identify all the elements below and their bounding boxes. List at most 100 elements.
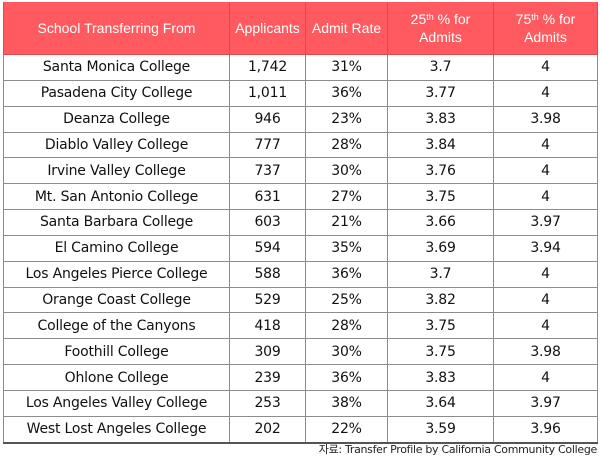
cell-75th-percentile: 4 [493, 312, 598, 340]
cell-school: College of the Canyons [3, 312, 230, 340]
table-row: College of the Canyons 418 28% 3.75 4 [3, 312, 598, 340]
table-row: El Camino College 594 35% 3.69 3.94 [3, 234, 598, 262]
table-row: Irvine Valley College 737 30% 3.76 4 [3, 157, 598, 185]
cell-25th-percentile: 3.66 [387, 209, 494, 236]
table-row: Orange Coast College 529 25% 3.82 4 [3, 286, 598, 314]
cell-75th-percentile: 3.97 [493, 209, 598, 236]
cell-75th-percentile: 4 [493, 54, 598, 81]
cell-applicants: 1,011 [229, 79, 306, 107]
header-25th-percentile: 25th % for Admits [387, 2, 494, 55]
table-body: Santa Monica College 1,742 31% 3.7 4 Pasadena… [3, 54, 598, 444]
cell-applicants: 239 [229, 364, 306, 391]
table-row: Pasadena City College 1,011 36% 3.77 4 [3, 79, 598, 107]
header-applicants: Applicants [229, 2, 306, 55]
cell-school: Santa Barbara College [3, 209, 230, 236]
cell-school: Santa Monica College [3, 54, 230, 81]
cell-admit-rate: 28% [305, 312, 388, 340]
cell-applicants: 588 [229, 260, 306, 288]
cell-admit-rate: 31% [305, 54, 388, 81]
cell-admit-rate: 36% [305, 364, 388, 391]
header-25th-sup: th [426, 12, 434, 22]
table-row: Deanza College 946 23% 3.83 3.98 [3, 105, 598, 133]
cell-school: West Lost Angeles College [3, 415, 230, 444]
cell-75th-percentile: 4 [493, 286, 598, 314]
cell-applicants: 777 [229, 131, 306, 159]
cell-75th-percentile: 4 [493, 364, 598, 391]
header-75th-line1: 75th % for [496, 10, 595, 28]
cell-applicants: 594 [229, 234, 306, 262]
transfer-admissions-table: School Transferring From Applicants Admi… [3, 2, 598, 444]
cell-applicants: 737 [229, 157, 306, 185]
cell-75th-percentile: 4 [493, 260, 598, 288]
header-25th-line1: 25th % for [390, 10, 491, 28]
cell-25th-percentile: 3.83 [387, 364, 494, 391]
header-school: School Transferring From [3, 2, 230, 55]
table-row: Santa Barbara College 603 21% 3.66 3.97 [3, 209, 598, 236]
cell-admit-rate: 36% [305, 260, 388, 288]
cell-school: El Camino College [3, 234, 230, 262]
table-row: Mt. San Antonio College 631 27% 3.75 4 [3, 183, 598, 211]
cell-25th-percentile: 3.84 [387, 131, 494, 159]
cell-school: Deanza College [3, 105, 230, 133]
cell-75th-percentile: 4 [493, 131, 598, 159]
cell-school: Irvine Valley College [3, 157, 230, 185]
cell-applicants: 946 [229, 105, 306, 133]
header-75th-line2: Admits [524, 29, 567, 45]
header-admit-rate: Admit Rate [305, 2, 388, 55]
cell-admit-rate: 23% [305, 105, 388, 133]
table-row: Ohlone College 239 36% 3.83 4 [3, 364, 598, 391]
cell-applicants: 1,742 [229, 54, 306, 81]
cell-applicants: 529 [229, 286, 306, 314]
cell-school: Ohlone College [3, 364, 230, 391]
cell-admit-rate: 28% [305, 131, 388, 159]
cell-admit-rate: 38% [305, 389, 388, 417]
cell-75th-percentile: 3.94 [493, 234, 598, 262]
cell-25th-percentile: 3.75 [387, 338, 494, 366]
header-75th-num: 75 [515, 11, 532, 27]
cell-admit-rate: 25% [305, 286, 388, 314]
cell-25th-percentile: 3.64 [387, 389, 494, 417]
cell-25th-percentile: 3.82 [387, 286, 494, 314]
cell-admit-rate: 30% [305, 157, 388, 185]
cell-25th-percentile: 3.7 [387, 260, 494, 288]
cell-school: Mt. San Antonio College [3, 183, 230, 211]
table-row: Santa Monica College 1,742 31% 3.7 4 [3, 54, 598, 81]
cell-applicants: 603 [229, 209, 306, 236]
table-row: Los Angeles Valley College 253 38% 3.64 3.97 [3, 389, 598, 417]
header-row: School Transferring From Applicants Admi… [3, 2, 598, 55]
header-25th-rest: % for [433, 11, 471, 27]
cell-admit-rate: 36% [305, 79, 388, 107]
source-caption: 자료: Transfer Profile by California Commu… [318, 443, 598, 456]
cell-admit-rate: 21% [305, 209, 388, 236]
cell-25th-percentile: 3.75 [387, 183, 494, 211]
cell-applicants: 202 [229, 415, 306, 444]
table-row: Los Angeles Pierce College 588 36% 3.7 4 [3, 260, 598, 288]
header-75th-rest: % for [538, 11, 576, 27]
cell-admit-rate: 27% [305, 183, 388, 211]
header-75th-percentile: 75th % for Admits [493, 2, 598, 55]
cell-applicants: 309 [229, 338, 306, 366]
cell-school: Los Angeles Valley College [3, 389, 230, 417]
cell-applicants: 631 [229, 183, 306, 211]
cell-25th-percentile: 3.76 [387, 157, 494, 185]
cell-75th-percentile: 3.97 [493, 389, 598, 417]
cell-25th-percentile: 3.69 [387, 234, 494, 262]
cell-admit-rate: 30% [305, 338, 388, 366]
cell-75th-percentile: 4 [493, 79, 598, 107]
cell-applicants: 418 [229, 312, 306, 340]
cell-25th-percentile: 3.7 [387, 54, 494, 81]
cell-25th-percentile: 3.75 [387, 312, 494, 340]
cell-admit-rate: 35% [305, 234, 388, 262]
cell-75th-percentile: 3.96 [493, 415, 598, 444]
cell-25th-percentile: 3.59 [387, 415, 494, 444]
cell-school: Orange Coast College [3, 286, 230, 314]
cell-admit-rate: 22% [305, 415, 388, 444]
table-row: Diablo Valley College 777 28% 3.84 4 [3, 131, 598, 159]
header-25th-num: 25 [410, 11, 427, 27]
table-row: Foothill College 309 30% 3.75 3.98 [3, 338, 598, 366]
cell-school: Foothill College [3, 338, 230, 366]
cell-75th-percentile: 4 [493, 157, 598, 185]
cell-75th-percentile: 3.98 [493, 105, 598, 133]
header-75th-sup: th [531, 12, 539, 22]
cell-75th-percentile: 4 [493, 183, 598, 211]
